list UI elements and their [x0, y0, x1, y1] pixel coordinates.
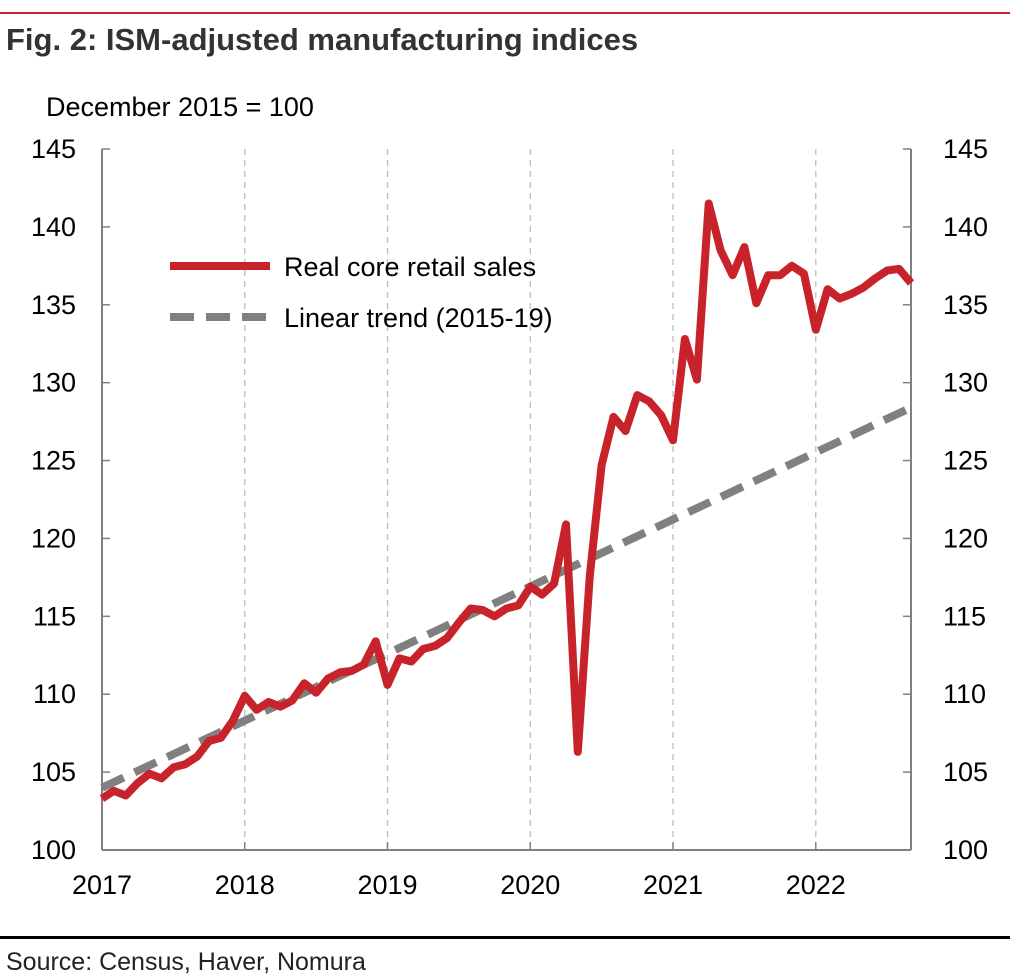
top-rule — [0, 12, 1010, 14]
y-tick-label-left-135: 135 — [31, 290, 76, 320]
x-tick-label-2022: 2022 — [786, 870, 846, 900]
y-tick-label-right-105: 105 — [943, 757, 988, 787]
figure-title: Fig. 2: ISM-adjusted manufacturing indic… — [6, 22, 639, 57]
legend: Real core retail sales Linear trend (2015… — [170, 252, 553, 333]
series — [99, 199, 915, 802]
y-tick-label-left-145: 145 — [31, 134, 76, 164]
grid-lines — [244, 149, 817, 850]
legend-label-1: Real core retail sales — [284, 252, 536, 282]
y-tick-label-left-105: 105 — [31, 757, 76, 787]
series-line-linear-trend — [100, 403, 913, 792]
y-tick-label-right-140: 140 — [943, 212, 988, 242]
y-tick-label-left-120: 120 — [31, 523, 76, 553]
y-tick-label-left-110: 110 — [33, 679, 76, 709]
y-tick-label-right-145: 145 — [943, 134, 988, 164]
axes: 100 100 105 105 110 110 115 115 120 120 125 125 130 1… — [31, 134, 988, 900]
y-tick-label-right-130: 130 — [943, 368, 988, 398]
y-tick-label-left-115: 115 — [33, 601, 76, 631]
x-tick-label-2018: 2018 — [215, 870, 275, 900]
x-tick-label-2020: 2020 — [500, 870, 560, 900]
series-line-real-core-retail-sales — [99, 199, 915, 802]
bottom-rule — [0, 936, 1010, 939]
x-tick-label-2021: 2021 — [643, 870, 703, 900]
y-tick-label-right-100: 100 — [943, 835, 988, 865]
y-tick-label-left-125: 125 — [31, 446, 76, 476]
x-tick-label-2017: 2017 — [72, 870, 132, 900]
y-tick-label-right-115: 115 — [943, 601, 986, 631]
y-tick-label-left-130: 130 — [31, 368, 76, 398]
y-tick-label-right-120: 120 — [943, 523, 988, 553]
legend-label-2: Linear trend (2015-19) — [284, 303, 553, 333]
y-tick-label-left-100: 100 — [31, 835, 76, 865]
y-tick-label-right-110: 110 — [943, 679, 986, 709]
x-tick-label-2019: 2019 — [357, 870, 417, 900]
line-chart: 100 100 105 105 110 110 115 115 120 120 125 125 130 1… — [31, 134, 988, 900]
y-tick-label-right-135: 135 — [943, 290, 988, 320]
y-tick-label-right-125: 125 — [943, 446, 988, 476]
y-tick-label-left-140: 140 — [31, 212, 76, 242]
unit-note: December 2015 = 100 — [46, 92, 314, 122]
source-note: Source: Census, Haver, Nomura — [6, 948, 366, 976]
